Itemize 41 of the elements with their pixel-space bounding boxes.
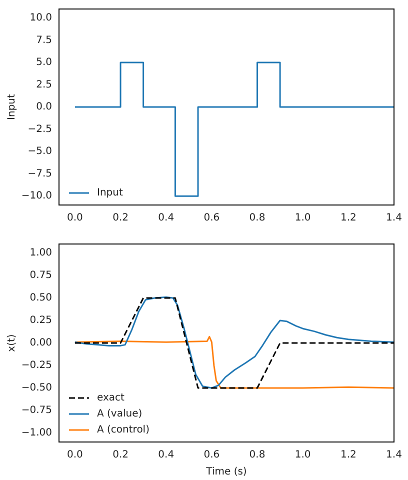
y-tick-label: −0.50: [21, 382, 52, 394]
x-tick-label: 1.2: [340, 450, 356, 461]
x-tick-label: 0.6: [204, 212, 220, 224]
y-tick-label: 2.5: [36, 79, 52, 90]
x-tick-label: 0.8: [249, 212, 266, 224]
y-axis-title: Input: [6, 94, 18, 120]
y-tick-label: −2.5: [28, 124, 52, 135]
x-tick-label: 0.4: [158, 450, 174, 461]
y-tick-label: −0.75: [21, 405, 52, 416]
y-tick-label: 0.0: [36, 102, 52, 113]
y-tick-label: 0.00: [30, 338, 52, 349]
y-tick-label: 5.0: [36, 57, 52, 68]
y-tick-label: −10.0: [21, 190, 52, 202]
legend-label: exact: [97, 392, 125, 404]
y-tick-label: −7.5: [28, 168, 52, 180]
x-tick-label: 0.2: [112, 212, 128, 224]
y-tick-label: 0.75: [30, 270, 52, 282]
y-tick-label: 0.25: [30, 315, 52, 326]
y-tick-label: 0.50: [30, 292, 52, 304]
x-axis-title: Time (s): [205, 466, 247, 478]
legend-label: A (control): [97, 424, 150, 436]
x-tick-label: 1.0: [294, 450, 311, 461]
legend-label: Input: [97, 188, 123, 199]
y-axis-title: x(t): [6, 334, 18, 352]
legend-label: A (value): [97, 408, 142, 420]
y-tick-label: 7.5: [36, 34, 52, 46]
x-tick-label: 0.8: [249, 450, 266, 461]
y-tick-label: −1.00: [21, 428, 52, 439]
x-tick-label: 0.0: [67, 212, 83, 224]
x-tick-label: 0.2: [112, 450, 128, 461]
x-tick-label: 0.6: [204, 450, 220, 461]
x-tick-label: 1.4: [386, 450, 402, 461]
y-tick-label: 10.0: [30, 12, 52, 24]
x-tick-label: 0.0: [67, 450, 83, 461]
y-tick-label: −0.25: [21, 360, 52, 372]
x-tick-label: 1.0: [294, 212, 311, 224]
x-tick-label: 0.4: [158, 212, 174, 224]
y-tick-label: 1.00: [30, 248, 52, 259]
x-tick-label: 1.2: [340, 212, 356, 224]
x-tick-label: 1.4: [386, 212, 402, 224]
y-tick-label: −5.0: [28, 146, 52, 158]
